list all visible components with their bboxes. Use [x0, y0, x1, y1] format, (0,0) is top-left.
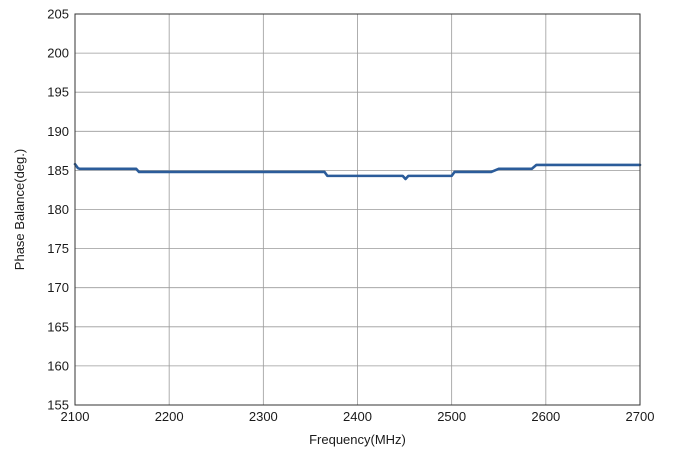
y-tick-label: 200: [47, 46, 69, 61]
y-tick-label: 155: [47, 398, 69, 413]
y-tick-label: 185: [47, 163, 69, 178]
y-tick-label: 175: [47, 241, 69, 256]
x-tick-label: 2700: [626, 409, 655, 424]
y-tick-label: 180: [47, 202, 69, 217]
y-tick-label: 170: [47, 280, 69, 295]
series-layer: [73, 162, 642, 181]
x-axis-label: Frequency(MHz): [309, 432, 406, 447]
y-tick-labels: 155 160 165 170 175 180 185 190 195 200 205: [47, 7, 69, 413]
y-axis-label: Phase Balance(deg.): [12, 149, 27, 270]
grid-lines: [74, 13, 641, 406]
phase-balance-line: [73, 162, 642, 181]
x-tick-label: 2100: [61, 409, 90, 424]
y-tick-label: 190: [47, 124, 69, 139]
x-tick-label: 2200: [155, 409, 184, 424]
y-tick-label: 195: [47, 85, 69, 100]
x-tick-label: 2600: [531, 409, 560, 424]
plot-frame: [74, 13, 641, 406]
x-tick-label: 2500: [437, 409, 466, 424]
y-tick-label: 160: [47, 358, 69, 373]
y-tick-label: 165: [47, 319, 69, 334]
y-tick-label: 205: [47, 7, 69, 22]
x-tick-labels: 2100 2200 2300 2400 2500 2600 2700: [61, 409, 655, 424]
x-tick-label: 2300: [249, 409, 278, 424]
x-tick-label: 2400: [343, 409, 372, 424]
